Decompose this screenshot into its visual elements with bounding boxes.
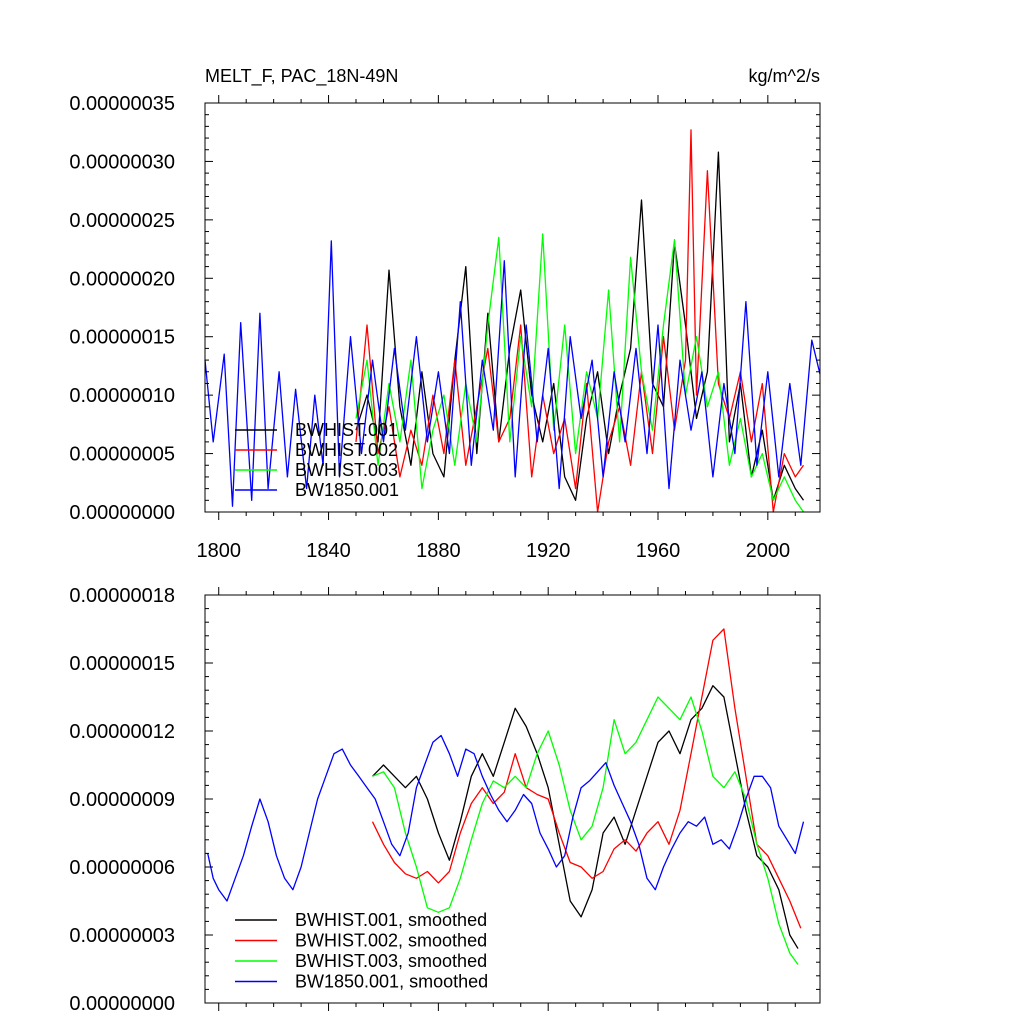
bottom-ytick-label: 0.00000003 bbox=[69, 925, 175, 947]
top-xtick-label: 1880 bbox=[416, 540, 461, 562]
top-chart-units: kg/m^2/s bbox=[749, 66, 820, 86]
top-ytick-label: 0.00000025 bbox=[69, 210, 175, 232]
bottom-legend-label-2: BWHIST.002, smoothed bbox=[295, 931, 487, 951]
bottom-series-line-4 bbox=[207, 734, 805, 902]
top-xtick-label: 1800 bbox=[196, 540, 241, 562]
top-ytick-label: 0.00000005 bbox=[69, 444, 175, 466]
bottom-series-line-3 bbox=[372, 696, 799, 965]
top-legend-label-1: BWHIST.001 bbox=[295, 420, 398, 440]
top-legend-label-4: BW1850.001 bbox=[295, 480, 399, 500]
top-chart-axes: 0.00000000 0.00000005 0.00000010 0.00000015… bbox=[69, 93, 821, 562]
bottom-series-line-2 bbox=[371, 628, 802, 929]
top-xtick-label: 1840 bbox=[306, 540, 351, 562]
top-series-line-3 bbox=[355, 233, 805, 513]
top-ytick-label: 0.00000020 bbox=[69, 268, 175, 290]
bottom-chart-axes: 0.00000000 0.00000003 0.00000006 0.00000009… bbox=[69, 585, 821, 1015]
top-chart-series bbox=[204, 129, 821, 513]
top-plot-frame bbox=[204, 102, 821, 513]
top-ytick-label: 0.00000030 bbox=[69, 151, 175, 173]
top-series-line-4 bbox=[204, 240, 821, 507]
top-ytick-label: 0.00000015 bbox=[69, 327, 175, 349]
top-ytick-label: 0.00000000 bbox=[69, 502, 175, 524]
bottom-ytick-label: 0.00000009 bbox=[69, 789, 175, 811]
bottom-legend-label-3: BWHIST.003, smoothed bbox=[295, 951, 487, 971]
bottom-ytick-label: 0.00000012 bbox=[69, 721, 175, 743]
top-series-line-2 bbox=[355, 129, 805, 513]
bottom-ytick-label: 0.00000000 bbox=[69, 993, 175, 1015]
top-ytick-label: 0.00000010 bbox=[69, 385, 175, 407]
bottom-chart-series bbox=[207, 628, 805, 965]
top-legend-label-3: BWHIST.003 bbox=[295, 460, 398, 480]
bottom-ytick-label: 0.00000018 bbox=[69, 585, 175, 607]
top-chart-title: MELT_F, PAC_18N-49N bbox=[205, 66, 398, 87]
bottom-legend-label-1: BWHIST.001, smoothed bbox=[295, 910, 487, 930]
top-ytick-label: 0.00000035 bbox=[69, 93, 175, 115]
bottom-ytick-label: 0.00000006 bbox=[69, 857, 175, 879]
top-legend-label-2: BWHIST.002 bbox=[295, 440, 398, 460]
bottom-legend-label-4: BW1850.001, smoothed bbox=[295, 972, 488, 992]
bottom-chart: 0.00000000 0.00000003 0.00000006 0.00000009… bbox=[69, 585, 821, 1015]
top-xtick-label: 2000 bbox=[746, 540, 791, 562]
top-xtick-label: 1960 bbox=[636, 540, 681, 562]
bottom-series-line-1 bbox=[372, 685, 799, 949]
top-chart: MELT_F, PAC_18N-49N kg/m^2/s 0.000000000… bbox=[69, 66, 821, 562]
top-xtick-label: 1920 bbox=[526, 540, 571, 562]
bottom-ytick-label: 0.00000015 bbox=[69, 653, 175, 675]
